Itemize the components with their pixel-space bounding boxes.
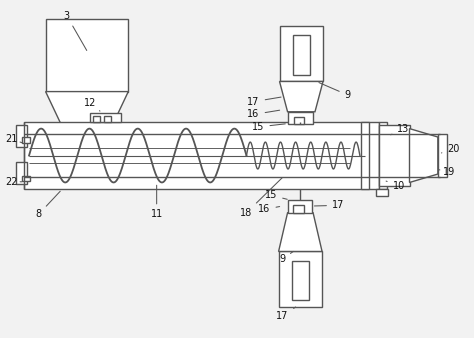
Bar bbox=[24, 122, 379, 189]
Bar bbox=[361, 122, 369, 189]
Bar bbox=[288, 112, 313, 124]
Bar bbox=[22, 176, 30, 182]
Bar bbox=[93, 116, 100, 122]
Bar bbox=[294, 117, 304, 124]
Text: 16: 16 bbox=[247, 110, 280, 119]
Bar bbox=[293, 35, 310, 75]
Bar bbox=[288, 200, 312, 213]
Bar bbox=[91, 114, 121, 122]
Polygon shape bbox=[46, 92, 128, 124]
Polygon shape bbox=[280, 81, 323, 112]
Bar bbox=[280, 26, 323, 81]
Text: 13: 13 bbox=[391, 124, 410, 135]
Text: 15: 15 bbox=[265, 190, 287, 200]
Text: 17: 17 bbox=[276, 307, 296, 321]
Bar bbox=[16, 125, 27, 147]
Text: 18: 18 bbox=[240, 178, 283, 218]
Text: 20: 20 bbox=[441, 144, 460, 154]
Text: 10: 10 bbox=[386, 181, 405, 191]
Text: 15: 15 bbox=[252, 122, 285, 132]
Text: 8: 8 bbox=[36, 191, 60, 219]
Text: 19: 19 bbox=[439, 167, 455, 177]
Bar bbox=[22, 137, 30, 143]
Bar bbox=[379, 125, 410, 186]
Text: 21: 21 bbox=[5, 134, 22, 144]
Bar bbox=[104, 116, 111, 122]
Bar bbox=[16, 162, 27, 184]
Bar bbox=[376, 189, 388, 196]
Polygon shape bbox=[410, 128, 438, 183]
Bar bbox=[438, 134, 447, 177]
Text: 11: 11 bbox=[151, 185, 163, 219]
Text: 3: 3 bbox=[64, 11, 87, 50]
Text: 9: 9 bbox=[319, 82, 351, 100]
Bar bbox=[379, 122, 387, 189]
Bar bbox=[293, 206, 304, 213]
Bar bbox=[292, 261, 309, 300]
Polygon shape bbox=[279, 213, 322, 251]
Bar bbox=[279, 251, 322, 307]
Text: 22: 22 bbox=[5, 177, 22, 187]
Text: 9: 9 bbox=[279, 251, 293, 264]
Text: 17: 17 bbox=[314, 200, 344, 210]
Bar bbox=[46, 19, 128, 92]
Text: 17: 17 bbox=[247, 97, 281, 107]
Text: 16: 16 bbox=[258, 204, 280, 214]
Text: 12: 12 bbox=[84, 98, 100, 111]
